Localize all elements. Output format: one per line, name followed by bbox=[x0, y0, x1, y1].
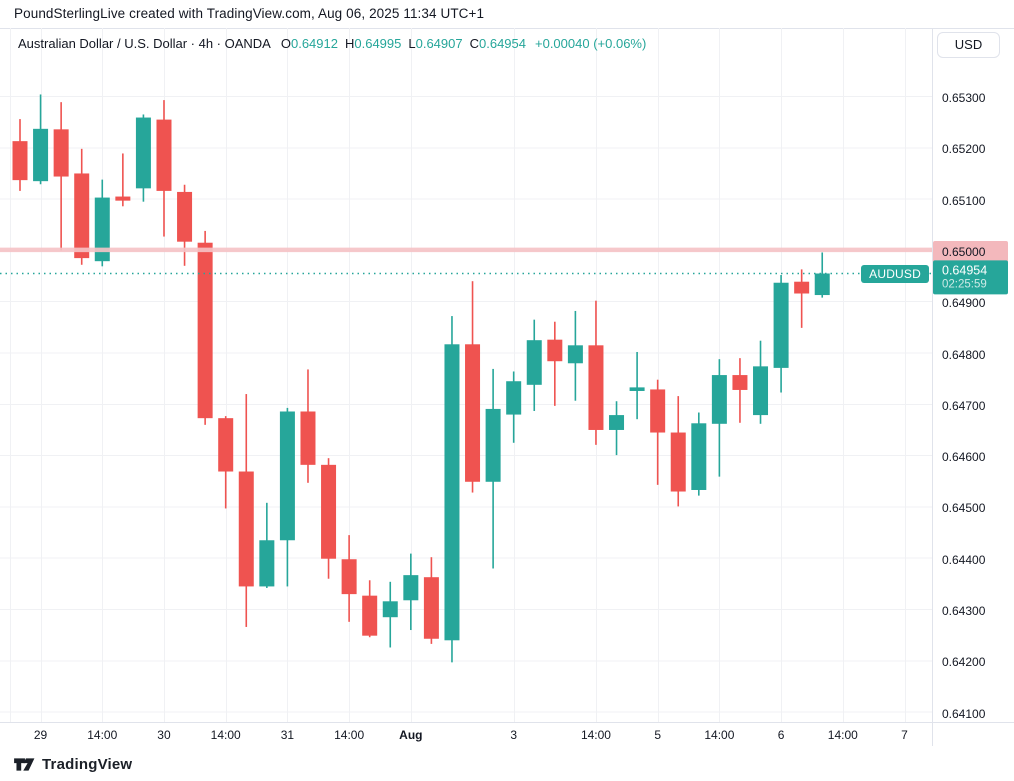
candle bbox=[135, 114, 151, 202]
candle bbox=[711, 359, 727, 477]
candle bbox=[12, 119, 28, 191]
chart-legend: Australian Dollar / U.S. Dollar · 4h · O… bbox=[18, 36, 646, 51]
candle bbox=[321, 458, 337, 579]
candle bbox=[33, 94, 49, 185]
candle bbox=[53, 102, 69, 251]
candle bbox=[773, 275, 789, 393]
price-tick-label: 0.64300 bbox=[942, 604, 986, 618]
candle bbox=[670, 396, 686, 507]
candle bbox=[403, 553, 419, 631]
candle bbox=[629, 351, 645, 420]
legend-ohlc-item: C0.64954 bbox=[469, 36, 526, 51]
chart-pane[interactable]: Australian Dollar / U.S. Dollar · 4h · O… bbox=[0, 28, 932, 722]
attribution-bar: PoundSterlingLive created with TradingVi… bbox=[0, 0, 1014, 28]
time-tick-label: 3 bbox=[510, 728, 518, 742]
price-axis[interactable]: USD 0.653000.652000.651000.650000.649000… bbox=[933, 29, 1014, 722]
time-tick-label: 14:00 bbox=[210, 728, 241, 742]
candle bbox=[156, 100, 172, 237]
tradingview-logo-text: TradingView bbox=[42, 755, 133, 773]
candle bbox=[588, 300, 604, 445]
candle bbox=[382, 581, 398, 648]
candle bbox=[300, 369, 316, 483]
time-tick-label: 31 bbox=[280, 728, 295, 742]
last-price-symbol-badge: AUDUSD bbox=[861, 265, 929, 283]
price-tick-label: 0.64500 bbox=[942, 501, 986, 516]
tradingview-logo-icon bbox=[14, 757, 35, 771]
candle bbox=[753, 340, 769, 424]
time-axis-border bbox=[0, 722, 1014, 723]
candle bbox=[444, 316, 460, 663]
time-tick-label: 14:00 bbox=[87, 728, 118, 742]
time-tick-label: 14:00 bbox=[334, 728, 365, 742]
candle bbox=[279, 407, 295, 587]
time-tick-label: 7 bbox=[901, 728, 908, 742]
candle bbox=[341, 535, 357, 622]
time-tick-label: 5 bbox=[654, 728, 661, 742]
price-line-axis-label[interactable]: 0.65000 bbox=[933, 240, 1008, 263]
price-tick-label: 0.64800 bbox=[942, 347, 986, 362]
axis-vertical-border bbox=[932, 28, 933, 746]
pane-top-border bbox=[0, 28, 1014, 29]
time-axis[interactable]: 29 14:00 30 14:00 31 14:00 Aug 3 14:00 5 14:00 6 14:… bbox=[0, 723, 932, 746]
candle bbox=[506, 371, 522, 443]
time-tick-label: 14:00 bbox=[580, 728, 611, 742]
candlestick-chart[interactable] bbox=[0, 28, 932, 722]
price-tick-label: 0.64400 bbox=[942, 552, 986, 567]
time-tick-label: 14:00 bbox=[704, 728, 735, 742]
time-tick-label: 14:00 bbox=[827, 728, 858, 742]
candle bbox=[650, 379, 666, 485]
candle bbox=[609, 401, 625, 456]
candle bbox=[732, 358, 748, 423]
candle bbox=[567, 310, 583, 401]
legend-ohlc-item: H0.64995 bbox=[344, 36, 402, 51]
attribution-text: PoundSterlingLive created with TradingVi… bbox=[14, 6, 485, 21]
currency-button[interactable]: USD bbox=[937, 32, 1000, 58]
candle bbox=[547, 321, 563, 406]
time-tick-label: 29 bbox=[33, 728, 48, 742]
tradingview-logo[interactable]: TradingView bbox=[14, 752, 132, 776]
candle bbox=[259, 502, 275, 588]
candle bbox=[794, 269, 810, 328]
candle bbox=[218, 416, 234, 509]
last-price-axis-label: 0.64954 02:25:59 bbox=[933, 260, 1008, 295]
legend-ohlc: O0.64912 H0.64995 L0.64907 C0.64954 bbox=[281, 36, 533, 51]
candle bbox=[362, 580, 378, 638]
price-tick-label: 0.64900 bbox=[942, 296, 986, 311]
legend-ohlc-item: O0.64912 bbox=[280, 36, 338, 51]
candle bbox=[814, 252, 830, 298]
price-tick-label: 0.64100 bbox=[942, 706, 986, 721]
candle bbox=[74, 148, 90, 265]
price-tick-label: 0.65200 bbox=[942, 142, 986, 157]
legend-change: +0.00040 (+0.06%) bbox=[535, 36, 647, 51]
time-tick-label: 6 bbox=[777, 728, 785, 742]
candle bbox=[197, 230, 213, 425]
candle bbox=[115, 153, 131, 207]
candle bbox=[691, 412, 707, 496]
time-tick-label: Aug bbox=[399, 728, 423, 742]
candle bbox=[94, 179, 110, 267]
symbol-title[interactable]: Australian Dollar / U.S. Dollar · 4h · O… bbox=[18, 36, 271, 51]
price-tick-label: 0.65300 bbox=[942, 91, 986, 105]
last-price-value: 0.64954 bbox=[942, 263, 988, 278]
price-tick-label: 0.65100 bbox=[942, 193, 986, 208]
candle bbox=[526, 319, 542, 411]
candle bbox=[485, 368, 501, 569]
legend-ohlc-item: L0.64907 bbox=[408, 36, 463, 51]
price-tick-label: 0.64200 bbox=[942, 655, 986, 670]
candle bbox=[465, 281, 481, 493]
candle bbox=[423, 557, 439, 644]
candle bbox=[238, 394, 254, 627]
time-tick-label: 30 bbox=[157, 728, 171, 742]
candle bbox=[177, 184, 193, 266]
price-tick-label: 0.64700 bbox=[942, 398, 986, 413]
price-tick-label: 0.64600 bbox=[942, 450, 986, 465]
bar-countdown: 02:25:59 bbox=[942, 278, 987, 291]
